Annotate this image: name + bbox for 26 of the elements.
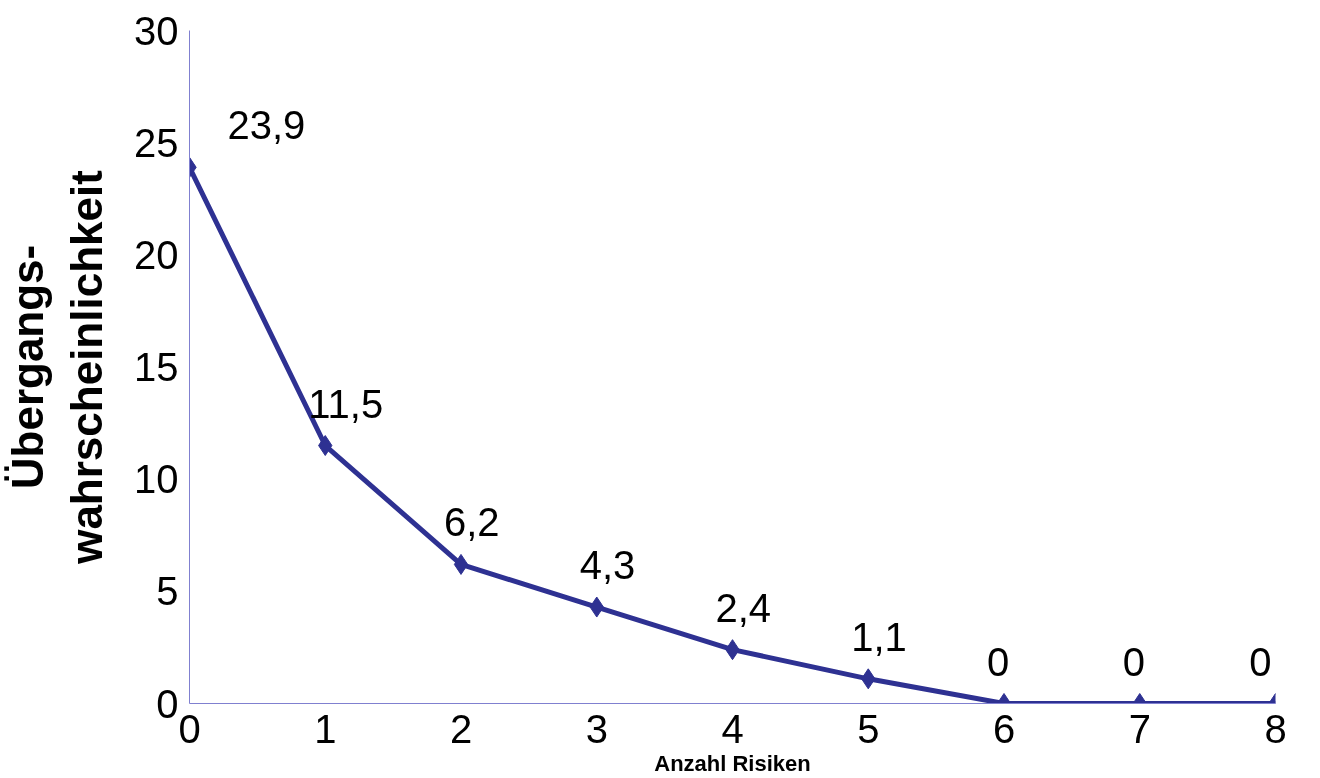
y-tick-label: 15 xyxy=(134,345,179,389)
x-tick-label: 3 xyxy=(585,706,608,751)
y-tick-label: 5 xyxy=(156,569,179,614)
data-label: 2,4 xyxy=(715,585,772,630)
point xyxy=(453,553,469,575)
y-tick-label: 30 xyxy=(134,8,179,53)
x-tick-label: 5 xyxy=(857,706,880,751)
x-tick-label: 7 xyxy=(1128,706,1151,751)
data-label: 6,2 xyxy=(444,500,500,545)
x-axis-title: Anzahl Risiken xyxy=(654,750,811,776)
x-tick-label: 8 xyxy=(1264,706,1287,751)
y-tick-label: 20 xyxy=(134,232,179,277)
y-tick-label: 10 xyxy=(134,457,179,502)
data-label: 4,3 xyxy=(579,543,636,588)
data-label: 0 xyxy=(1249,639,1272,684)
y-tick-label: 25 xyxy=(134,120,179,165)
data-label: 23,9 xyxy=(227,103,306,148)
y-axis-title: Übergangs- wahrscheinlichkeit xyxy=(3,169,112,565)
x-tick-label: 6 xyxy=(992,706,1016,751)
x-tick-label: 1 xyxy=(314,706,337,751)
data-label: 1,1 xyxy=(851,614,907,659)
x-tick-label: 2 xyxy=(449,706,473,751)
x-tick-label: 4 xyxy=(721,706,744,751)
data-label: 0 xyxy=(987,639,1010,684)
data-label: 0 xyxy=(1122,639,1145,684)
data-label: 11,5 xyxy=(308,381,384,426)
